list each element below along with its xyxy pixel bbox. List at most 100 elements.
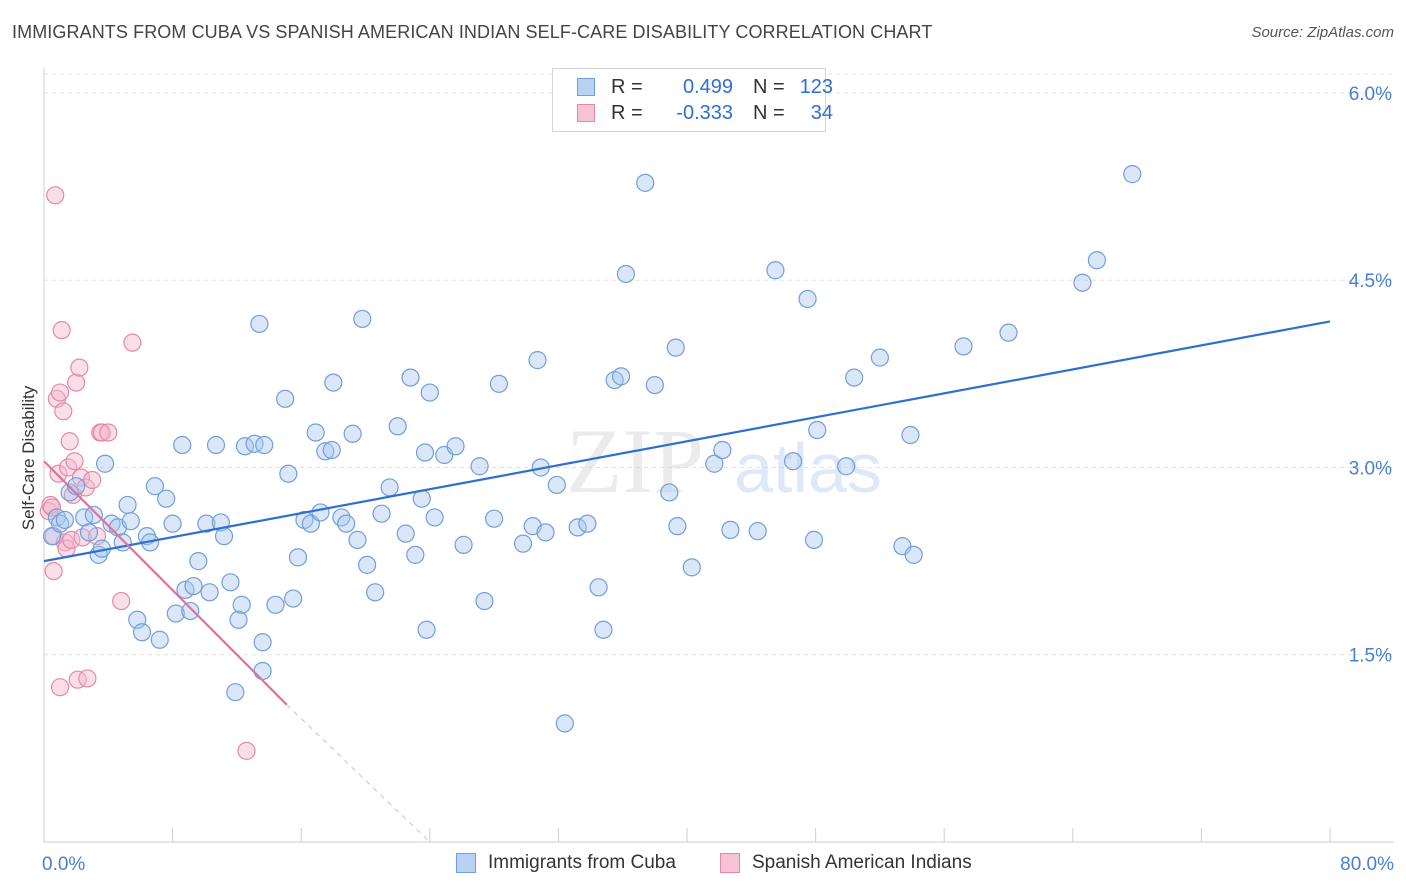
data-point [475, 591, 494, 611]
data-point [276, 389, 295, 408]
data-point [999, 323, 1018, 342]
source-label: Source: ZipAtlas.com [1251, 24, 1394, 41]
legend-swatch-blue [577, 78, 595, 96]
grid-lines [44, 73, 1394, 656]
data-point [568, 518, 587, 537]
data-point [255, 435, 274, 455]
data-point [92, 423, 111, 442]
data-point [470, 457, 489, 476]
legend-row-spanish: R = -0.333 N = 34 [577, 100, 833, 126]
data-point [954, 337, 973, 356]
data-point [322, 440, 341, 460]
data-point [324, 373, 343, 392]
data-point [666, 338, 685, 357]
data-point [415, 443, 435, 462]
data-point [798, 289, 817, 309]
data-point [121, 512, 140, 531]
data-point [206, 435, 226, 455]
data-point [250, 314, 269, 334]
data-point [78, 669, 97, 688]
data-point [197, 514, 216, 533]
data-point [837, 457, 856, 476]
data-point [425, 508, 444, 527]
data-point [705, 454, 724, 473]
data-point [184, 576, 203, 596]
data-point [343, 424, 362, 443]
data-point [358, 555, 377, 574]
trend-line-cuba [43, 320, 1331, 563]
data-point [353, 309, 372, 329]
data-point [221, 573, 240, 592]
legend-n-label: N = [753, 101, 785, 124]
data-point [189, 552, 208, 571]
data-point [1123, 165, 1142, 184]
watermark-atlas: atlas [734, 429, 882, 507]
data-point [54, 402, 73, 421]
data-point [49, 464, 68, 483]
data-point [721, 520, 740, 540]
data-point [55, 510, 74, 530]
data-point [713, 440, 732, 460]
data-point [396, 524, 415, 543]
series-legend: Immigrants from Cuba Spanish American In… [0, 852, 1406, 878]
data-point [237, 741, 256, 760]
data-point [123, 333, 142, 352]
data-point [901, 425, 920, 445]
legend-item-spanish: Spanish American Indians [720, 852, 972, 874]
x-tick-label: 0.0% [42, 854, 85, 875]
y-tick-label: 3.0% [1349, 458, 1392, 479]
y-tick-label: 1.5% [1349, 646, 1392, 667]
data-point [284, 589, 303, 608]
legend-n-value: 34 [810, 101, 833, 124]
data-point [112, 591, 131, 611]
series-immigrants-from-cuba [42, 165, 1142, 733]
data-point [50, 383, 70, 402]
data-point [446, 437, 465, 456]
data-point [68, 670, 87, 689]
data-point [118, 495, 137, 515]
data-point [181, 601, 200, 621]
legend-n-label: N = [753, 75, 785, 98]
y-axis-label: Self-Care Disability [19, 385, 38, 530]
data-point [783, 452, 803, 471]
data-point [485, 509, 504, 528]
trend-line-spanish [43, 460, 288, 706]
data-point [50, 678, 70, 697]
data-point [253, 661, 272, 681]
data-point [555, 714, 574, 733]
legend-swatch-pink [577, 104, 595, 122]
y-tick-label: 6.0% [1349, 84, 1392, 105]
data-point [132, 623, 152, 642]
legend-row-cuba: R = 0.499 N = 123 [577, 74, 833, 100]
legend-item-cuba: Immigrants from Cuba [456, 852, 676, 874]
data-point [348, 530, 367, 549]
data-point [1073, 273, 1092, 292]
data-point [808, 420, 827, 440]
data-point [594, 620, 613, 639]
data-point [62, 530, 81, 549]
data-point [99, 423, 118, 442]
data-point [83, 470, 102, 490]
data-point [372, 504, 391, 523]
legend-item-label: Spanish American Indians [752, 852, 972, 873]
data-point [489, 374, 509, 393]
legend-r-value: 0.499 [682, 75, 733, 98]
series-spanish-american-indians [39, 186, 256, 760]
data-point [406, 545, 425, 564]
data-point [232, 595, 251, 614]
tick-labels: 1.5% 3.0% 4.5% 6.0% 0.0% 80.0% [42, 84, 1394, 875]
data-point [668, 517, 687, 536]
data-point [200, 583, 219, 602]
data-point [42, 498, 62, 517]
data-point [279, 464, 298, 483]
data-point [682, 558, 701, 577]
data-point [337, 514, 356, 533]
data-point [253, 633, 272, 652]
trend-line-spanish-extension [286, 704, 431, 843]
data-point [401, 368, 420, 387]
data-point [84, 505, 103, 525]
data-point [513, 534, 533, 553]
watermark-zip: ZIP [566, 410, 704, 512]
data-point [245, 434, 264, 453]
